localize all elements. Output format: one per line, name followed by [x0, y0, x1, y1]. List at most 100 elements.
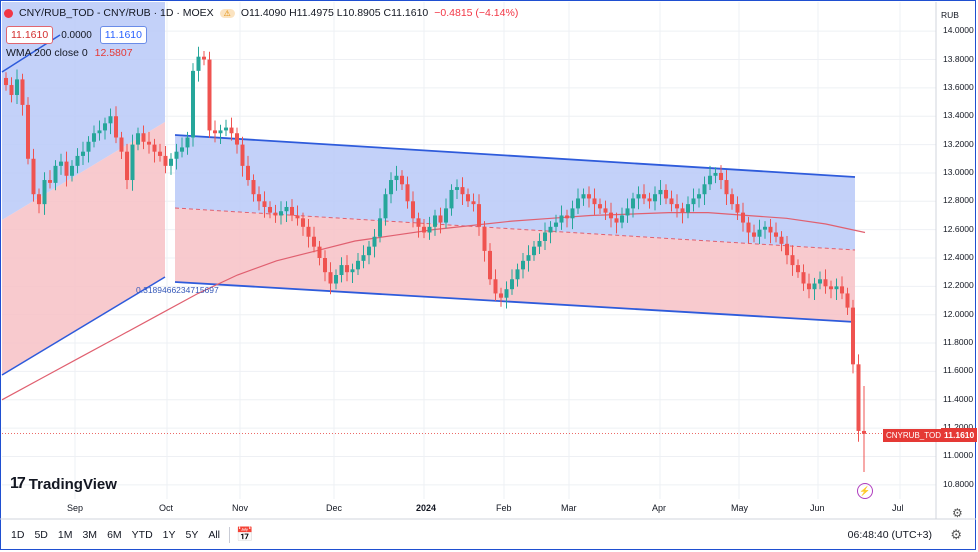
- period-ytd[interactable]: YTD: [131, 528, 153, 541]
- candle-body: [350, 269, 355, 273]
- candle-body: [48, 180, 52, 183]
- period-5y[interactable]: 5Y: [185, 528, 199, 541]
- sell-price-box[interactable]: 11.1610: [6, 26, 54, 44]
- time-tick-label: Oct: [159, 503, 174, 513]
- candle-body: [532, 246, 536, 256]
- candle-body: [284, 206, 289, 212]
- period-1m[interactable]: 1M: [57, 528, 73, 541]
- candle-body: [405, 184, 410, 202]
- candle-body: [746, 222, 751, 233]
- axis-settings-icon[interactable]: ⚙: [952, 506, 963, 520]
- candle-body: [174, 151, 179, 159]
- candle-body: [202, 56, 206, 60]
- symbol-flag-icon: [4, 8, 13, 18]
- candle-body: [345, 265, 349, 273]
- candle-body: [224, 127, 228, 131]
- period-6m[interactable]: 6M: [107, 528, 122, 541]
- candle-body: [526, 255, 531, 261]
- candle-body: [163, 155, 168, 166]
- candle-body: [680, 208, 685, 213]
- calendar-icon[interactable]: 📅: [236, 526, 254, 542]
- candle-body: [686, 204, 690, 213]
- price-tick-label: 12.0000: [943, 308, 974, 319]
- quote-boxes: 11.1610 0.0000 11.1610: [6, 26, 147, 44]
- candle-body: [92, 133, 96, 142]
- candle-body: [240, 144, 245, 166]
- price-tick-label: 11.0000: [943, 450, 974, 461]
- candle-body: [543, 232, 547, 241]
- candle-body: [620, 215, 624, 223]
- candle-body: [15, 79, 19, 95]
- candle-body: [598, 204, 602, 209]
- tradingview-mark-icon: 17: [10, 475, 26, 492]
- price-tick-label: 13.6000: [943, 81, 974, 92]
- candle-body: [191, 70, 195, 138]
- candle-body: [730, 194, 734, 205]
- candle-body: [268, 206, 272, 213]
- candle-body: [185, 137, 190, 148]
- candle-body: [735, 204, 740, 213]
- candle-body: [372, 236, 377, 247]
- time-tick-label: Jun: [810, 503, 825, 513]
- candle-body: [856, 364, 861, 431]
- candle-body: [609, 212, 613, 219]
- period-3m[interactable]: 3M: [82, 528, 98, 541]
- channel-upper-fill: [175, 135, 855, 250]
- candle-body: [614, 218, 619, 223]
- symbol-title[interactable]: CNY/RUB_TOD - CNY/RUB · 1D · MOEX: [19, 7, 214, 19]
- candle-body: [719, 172, 723, 181]
- price-tick-label: 12.4000: [943, 252, 974, 262]
- candle-body: [246, 165, 250, 181]
- candle-body: [669, 198, 674, 205]
- price-tick-label: 11.8000: [943, 337, 974, 348]
- candle-body: [779, 236, 784, 244]
- lightning-icon[interactable]: ⚡: [857, 483, 873, 499]
- candle-body: [460, 187, 465, 195]
- buy-price-box[interactable]: 11.1610: [99, 26, 147, 44]
- period-1y[interactable]: 1Y: [162, 528, 176, 541]
- candle-body: [642, 194, 646, 199]
- clock[interactable]: 06:48:40 (UTC+3): [847, 528, 932, 541]
- candle-body: [493, 279, 498, 294]
- channel-upper-line: [174, 134, 856, 178]
- period-1d[interactable]: 1D: [11, 528, 25, 541]
- chart-legend[interactable]: CNY/RUB_TOD - CNY/RUB · 1D · MOEX ⚠ O11.…: [4, 7, 518, 19]
- candle-body: [796, 265, 800, 273]
- settings-icon[interactable]: ⚙: [950, 526, 962, 542]
- period-all[interactable]: All: [208, 528, 221, 541]
- wma-200-line: [1, 212, 866, 401]
- candle-body: [763, 226, 767, 230]
- candle-body: [785, 243, 789, 256]
- candle-body: [625, 208, 630, 216]
- candle-body: [130, 144, 135, 181]
- tradingview-logo[interactable]: 17 TradingView: [10, 475, 117, 493]
- time-tick-label: 2024: [416, 503, 437, 513]
- candle-body: [119, 137, 124, 152]
- currency-label[interactable]: RUB: [941, 10, 959, 20]
- candle-body: [180, 147, 184, 152]
- candle-body: [147, 141, 151, 145]
- candle-body: [64, 161, 69, 176]
- wma-line: [1, 212, 866, 401]
- period-5d[interactable]: 5D: [34, 528, 48, 541]
- candle-body: [741, 212, 745, 223]
- channel-deviation-label: 0.3189466234715697: [136, 285, 219, 295]
- candle-body: [290, 206, 294, 216]
- candle-body: [515, 269, 520, 280]
- price-tick-label: 11.4000: [943, 393, 974, 404]
- indicator-legend[interactable]: WMA 200 close 0 12.5807: [6, 47, 133, 59]
- market-status-icon[interactable]: ⚠: [219, 8, 235, 18]
- candle-body: [306, 226, 311, 237]
- candle-body: [851, 307, 855, 365]
- candle-body: [367, 246, 371, 256]
- candle-body: [471, 201, 476, 205]
- price-tick-label: 13.8000: [943, 53, 974, 64]
- candle-body: [4, 77, 8, 86]
- candle-body: [125, 151, 129, 181]
- candle-body: [262, 201, 267, 207]
- symbol-price-tag: CNYRUB_TOD: [883, 429, 944, 442]
- channel-mid-line: [174, 207, 856, 251]
- candle-body: [631, 198, 635, 209]
- candle-body: [108, 116, 113, 124]
